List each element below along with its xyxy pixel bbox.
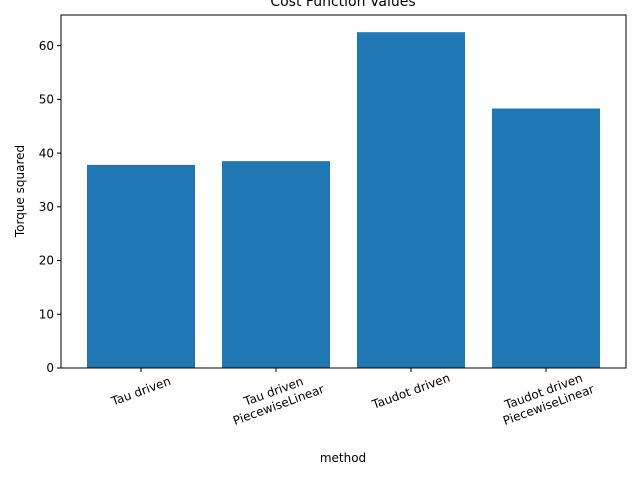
y-tick-label: 30 — [39, 200, 54, 214]
x-tick-label: Tau drivenPiecewiseLinear — [226, 368, 326, 427]
bar-3 — [357, 32, 465, 369]
y-tick-label: 10 — [39, 307, 54, 321]
y-axis-label: Torque squared — [13, 145, 27, 238]
plot-frame — [60, 14, 627, 369]
bar-4 — [492, 108, 600, 368]
x-axis: Tau driven Tau drivenPiecewiseLinear Taudo… — [109, 368, 596, 428]
y-tick-label: 40 — [39, 146, 54, 160]
bars-group — [87, 32, 600, 369]
bar-1 — [87, 164, 195, 368]
y-tick-label: 0 — [46, 361, 54, 375]
y-tick-label: 50 — [39, 93, 54, 107]
x-tick-label: Taudot driven — [369, 371, 452, 412]
x-tick-label: Taudot drivenPiecewiseLinear — [496, 368, 596, 427]
y-tick-label: 60 — [39, 39, 54, 53]
bar-2 — [222, 161, 330, 368]
x-tick-label: Tau driven — [109, 374, 173, 409]
y-tick-label: 20 — [39, 254, 54, 268]
chart-title: Cost Function Values — [270, 0, 415, 10]
y-axis: 0 10 20 30 40 50 60 — [39, 39, 61, 375]
x-axis-label: method — [320, 451, 366, 465]
